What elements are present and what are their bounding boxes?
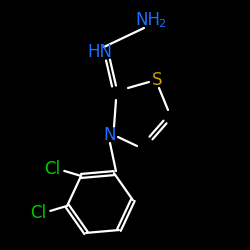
Text: 2: 2 xyxy=(158,19,166,29)
Text: HN: HN xyxy=(88,43,112,61)
Text: N: N xyxy=(104,126,116,144)
Text: Cl: Cl xyxy=(44,160,60,178)
Text: Cl: Cl xyxy=(30,204,46,222)
Text: NH: NH xyxy=(136,11,160,29)
Text: S: S xyxy=(152,71,162,89)
